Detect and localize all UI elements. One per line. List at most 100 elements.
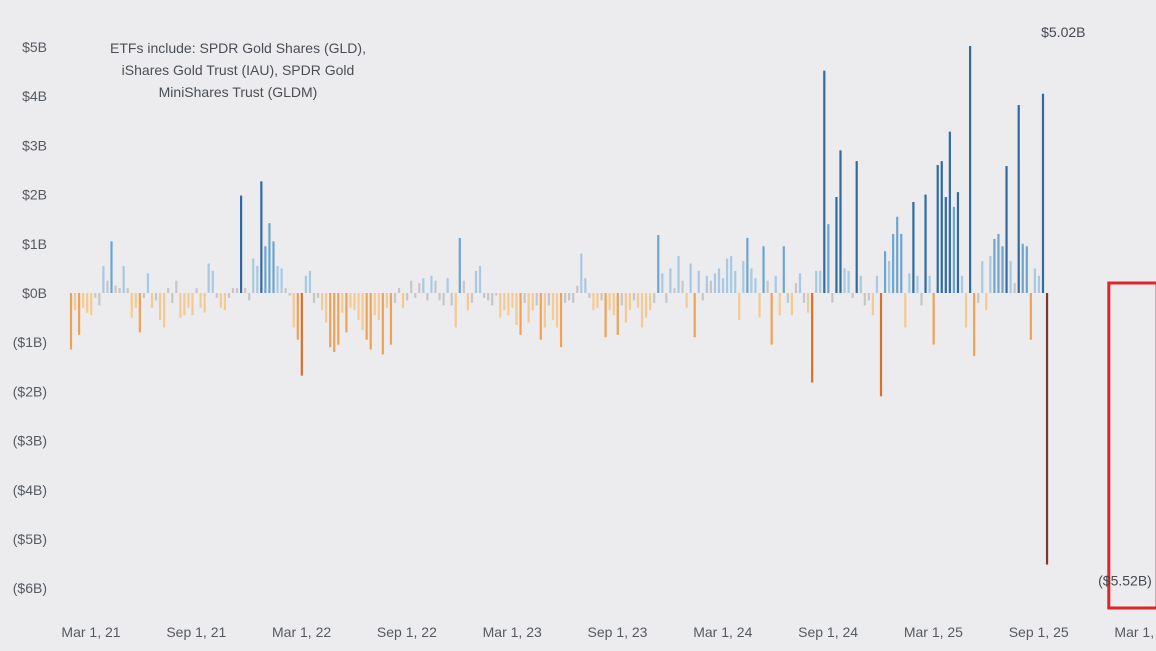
bar xyxy=(134,293,137,308)
y-tick-label: $0B xyxy=(22,285,47,301)
bar xyxy=(855,161,858,293)
bar xyxy=(438,293,441,301)
x-tick-label: Mar 1, 25 xyxy=(904,624,963,640)
bar xyxy=(142,293,145,298)
bar xyxy=(527,293,530,323)
bar xyxy=(588,293,591,298)
bar xyxy=(300,293,303,376)
bar xyxy=(292,293,295,328)
bar xyxy=(900,233,903,293)
x-tick-label: Sep 1, 25 xyxy=(1009,624,1069,640)
bar xyxy=(875,275,879,293)
bar xyxy=(207,263,210,293)
bar xyxy=(912,201,915,293)
bar xyxy=(738,293,741,321)
bar xyxy=(130,293,133,318)
bar xyxy=(365,293,368,340)
bar xyxy=(268,223,271,293)
bar xyxy=(851,293,854,298)
bar xyxy=(726,258,729,293)
bar xyxy=(138,293,141,333)
bar xyxy=(932,293,935,345)
x-tick-label: Sep 1, 21 xyxy=(166,624,226,640)
bar xyxy=(203,293,206,313)
bar xyxy=(807,293,810,313)
bar xyxy=(596,293,599,308)
y-tick-label: $2B xyxy=(22,187,47,203)
bar xyxy=(345,293,348,333)
bar xyxy=(551,293,555,321)
bar xyxy=(705,275,708,293)
bar xyxy=(288,293,291,296)
bar xyxy=(503,293,506,311)
bar xyxy=(592,293,595,311)
bar xyxy=(466,293,469,311)
bar xyxy=(434,280,437,293)
bar xyxy=(904,293,907,328)
bar xyxy=(446,278,449,293)
bar xyxy=(183,293,186,316)
bar xyxy=(110,241,113,293)
bar xyxy=(191,293,194,316)
bar xyxy=(321,293,324,311)
annotation-line: ETFs include: SPDR Gold Shares (GLD), xyxy=(110,40,366,56)
bar xyxy=(892,233,895,293)
bar xyxy=(697,270,700,293)
bar xyxy=(325,293,328,323)
annotation-line: MiniShares Trust (GLDM) xyxy=(159,84,318,100)
bar xyxy=(304,275,307,293)
bar xyxy=(847,270,850,293)
bar xyxy=(377,293,380,321)
bar xyxy=(616,293,619,335)
bar xyxy=(568,293,571,301)
y-tick-label: ($4B) xyxy=(13,482,47,498)
bar xyxy=(782,246,785,293)
bar xyxy=(474,270,478,293)
bar xyxy=(308,270,312,293)
y-tick-label: $4B xyxy=(22,88,47,104)
bar xyxy=(223,293,226,311)
bar xyxy=(754,278,757,293)
bar xyxy=(721,278,725,293)
y-tick-label: $1B xyxy=(22,236,47,252)
bar xyxy=(669,268,672,293)
x-tick-label: Mar 1, 24 xyxy=(693,624,752,640)
bar xyxy=(555,293,559,328)
bar xyxy=(758,293,761,318)
bar xyxy=(410,280,413,293)
bar xyxy=(928,275,931,293)
bar xyxy=(973,293,976,356)
bar xyxy=(231,288,235,293)
bar xyxy=(450,293,453,306)
bar xyxy=(871,293,874,316)
bar xyxy=(888,261,891,293)
bar xyxy=(163,293,166,328)
bar xyxy=(454,293,457,328)
bar xyxy=(276,265,279,293)
max-value-label: $5.02B xyxy=(1041,24,1085,40)
bar xyxy=(649,293,652,311)
bar xyxy=(997,233,1000,293)
bar xyxy=(543,293,546,328)
bar xyxy=(1025,246,1028,293)
bar xyxy=(774,275,777,293)
x-axis: Mar 1, 21 Sep 1, 21 Mar 1, 22 Sep 1, 22 Mar … xyxy=(61,624,1156,640)
bar xyxy=(264,246,267,293)
bar xyxy=(373,293,376,316)
bar xyxy=(636,293,640,308)
bar xyxy=(389,293,393,345)
bar xyxy=(547,293,550,306)
x-tick-label: Mar 1, 23 xyxy=(483,624,542,640)
bar xyxy=(531,293,534,311)
x-tick-label: Sep 1, 24 xyxy=(798,624,858,640)
bar xyxy=(940,161,943,293)
bar xyxy=(171,293,174,303)
bar xyxy=(215,293,218,298)
bar xyxy=(685,293,688,308)
bar xyxy=(798,273,802,293)
annotation-note: ETFs include: SPDR Gold Shares (GLD), iS… xyxy=(110,40,366,100)
bar xyxy=(843,268,846,293)
bar xyxy=(713,273,717,293)
bar xyxy=(717,268,721,293)
